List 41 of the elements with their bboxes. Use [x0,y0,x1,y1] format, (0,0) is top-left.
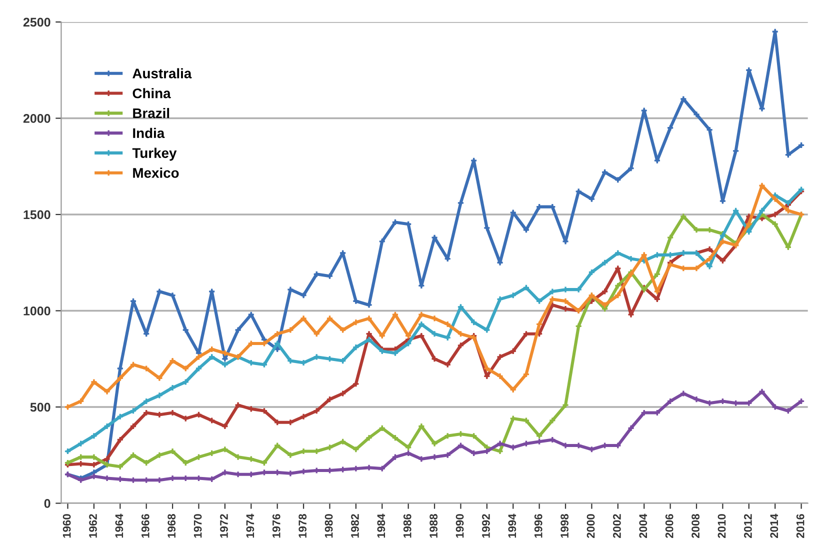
x-tick-label: 2004 [639,514,648,538]
legend-label: Turkey [132,148,177,161]
x-tick-label: 1990 [456,514,464,538]
x-tick-label: 1970 [194,514,202,538]
y-tick-label: 0 [44,499,50,508]
x-tick-label: 1978 [298,514,307,538]
x-tick-label: 1980 [324,514,333,538]
y-tick-label: 1500 [24,210,50,220]
x-tick-label: 1986 [403,514,412,538]
x-tick-label: 1984 [377,514,386,538]
y-tick-label: 1000 [24,306,50,316]
x-tick-label: 2010 [718,514,726,538]
x-tick-label: 2008 [692,514,700,538]
legend-label: Australia [132,68,192,78]
legend-label: China [132,88,171,98]
x-tick-label: 1974 [246,514,254,538]
x-tick-label: 2000 [586,514,595,538]
x-tick-label: 1994 [508,514,516,538]
x-tick-label: 1972 [220,514,228,538]
x-tick-label: 2002 [613,514,621,538]
x-tick-label: 1992 [482,514,490,538]
legend-label: Brazil [133,108,170,118]
y-tick-label: 2000 [23,114,50,123]
legend-label: India [133,128,165,138]
x-tick-label: 1998 [560,514,568,538]
y-tick-label: 2500 [23,18,50,27]
x-tick-label: 2012 [744,514,752,538]
legend-label: Mexico [133,168,179,178]
x-tick-label: 2016 [796,514,804,538]
x-tick-label: 1960 [62,514,71,538]
x-tick-label: 1976 [272,514,280,538]
x-tick-label: 2006 [665,514,674,538]
x-tick-label: 2014 [770,514,778,538]
x-tick-label: 1962 [89,514,97,538]
x-tick-label: 1996 [534,514,542,538]
x-tick-label: 1982 [351,514,359,538]
x-tick-label: 1966 [141,514,150,538]
x-tick-label: 1988 [430,514,438,538]
y-tick-label: 500 [30,402,50,412]
x-tick-label: 1964 [115,514,124,538]
x-tick-label: 1968 [168,514,176,538]
